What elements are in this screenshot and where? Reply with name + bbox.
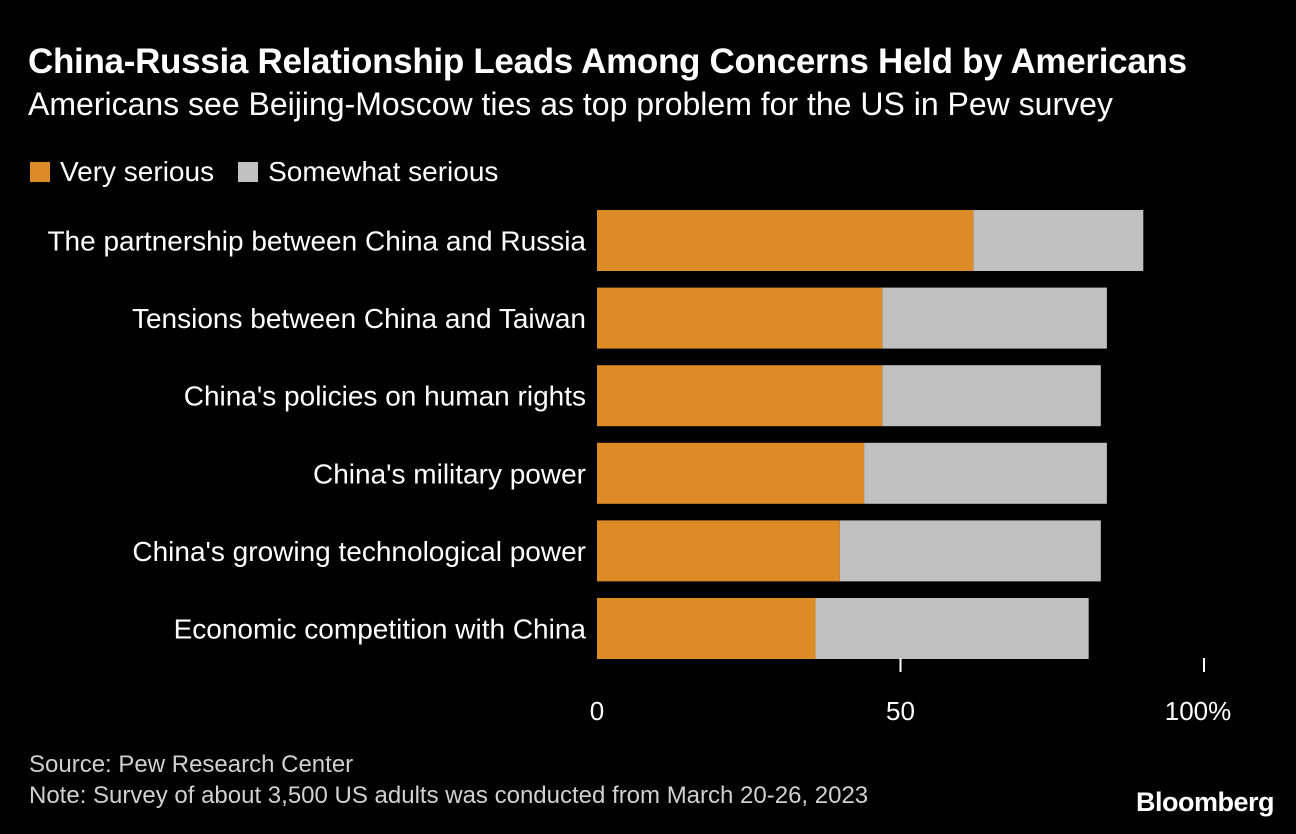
bar-somewhat-serious-4 bbox=[839, 520, 1101, 582]
x-tick-label-1: 50 bbox=[886, 696, 915, 726]
x-tick-label-2: 100% bbox=[1165, 696, 1232, 726]
bar-very-serious-4 bbox=[597, 520, 840, 582]
category-label-5: Economic competition with China bbox=[174, 614, 587, 645]
bar-very-serious-5 bbox=[597, 598, 816, 659]
legend: Very serious Somewhat serious bbox=[30, 156, 522, 188]
bar-somewhat-serious-2 bbox=[882, 365, 1101, 427]
category-label-0: The partnership between China and Russia bbox=[47, 226, 586, 257]
chart-subtitle: Americans see Beijing-Moscow ties as top… bbox=[28, 86, 1113, 122]
category-label-2: China's policies on human rights bbox=[184, 381, 586, 412]
bar-very-serious-2 bbox=[597, 365, 883, 427]
source-note: Source: Pew Research Center bbox=[29, 751, 354, 778]
chart-title: China-Russia Relationship Leads Among Co… bbox=[28, 42, 1187, 81]
survey-note: Note: Survey of about 3,500 US adults wa… bbox=[29, 782, 869, 809]
legend-label-very-serious: Very serious bbox=[60, 156, 215, 187]
x-tick-label-0: 0 bbox=[590, 696, 604, 726]
legend-item-very-serious: Very serious bbox=[30, 156, 214, 188]
bar-very-serious-0 bbox=[597, 210, 974, 271]
bar-somewhat-serious-5 bbox=[815, 598, 1089, 659]
legend-item-somewhat-serious: Somewhat serious bbox=[238, 156, 498, 188]
category-label-4: China's growing technological power bbox=[132, 536, 586, 567]
bar-very-serious-3 bbox=[597, 442, 865, 504]
bar-somewhat-serious-1 bbox=[882, 287, 1107, 349]
legend-swatch-somewhat-serious bbox=[238, 162, 259, 182]
legend-swatch-very-serious bbox=[30, 162, 50, 182]
category-label-3: China's military power bbox=[313, 458, 586, 489]
bar-somewhat-serious-3 bbox=[864, 442, 1107, 504]
bar-very-serious-1 bbox=[597, 287, 883, 349]
legend-label-somewhat-serious: Somewhat serious bbox=[268, 156, 499, 187]
bar-somewhat-serious-0 bbox=[973, 210, 1144, 271]
bloomberg-logo: Bloomberg bbox=[1135, 787, 1275, 817]
category-label-1: Tensions between China and Taiwan bbox=[132, 303, 586, 334]
